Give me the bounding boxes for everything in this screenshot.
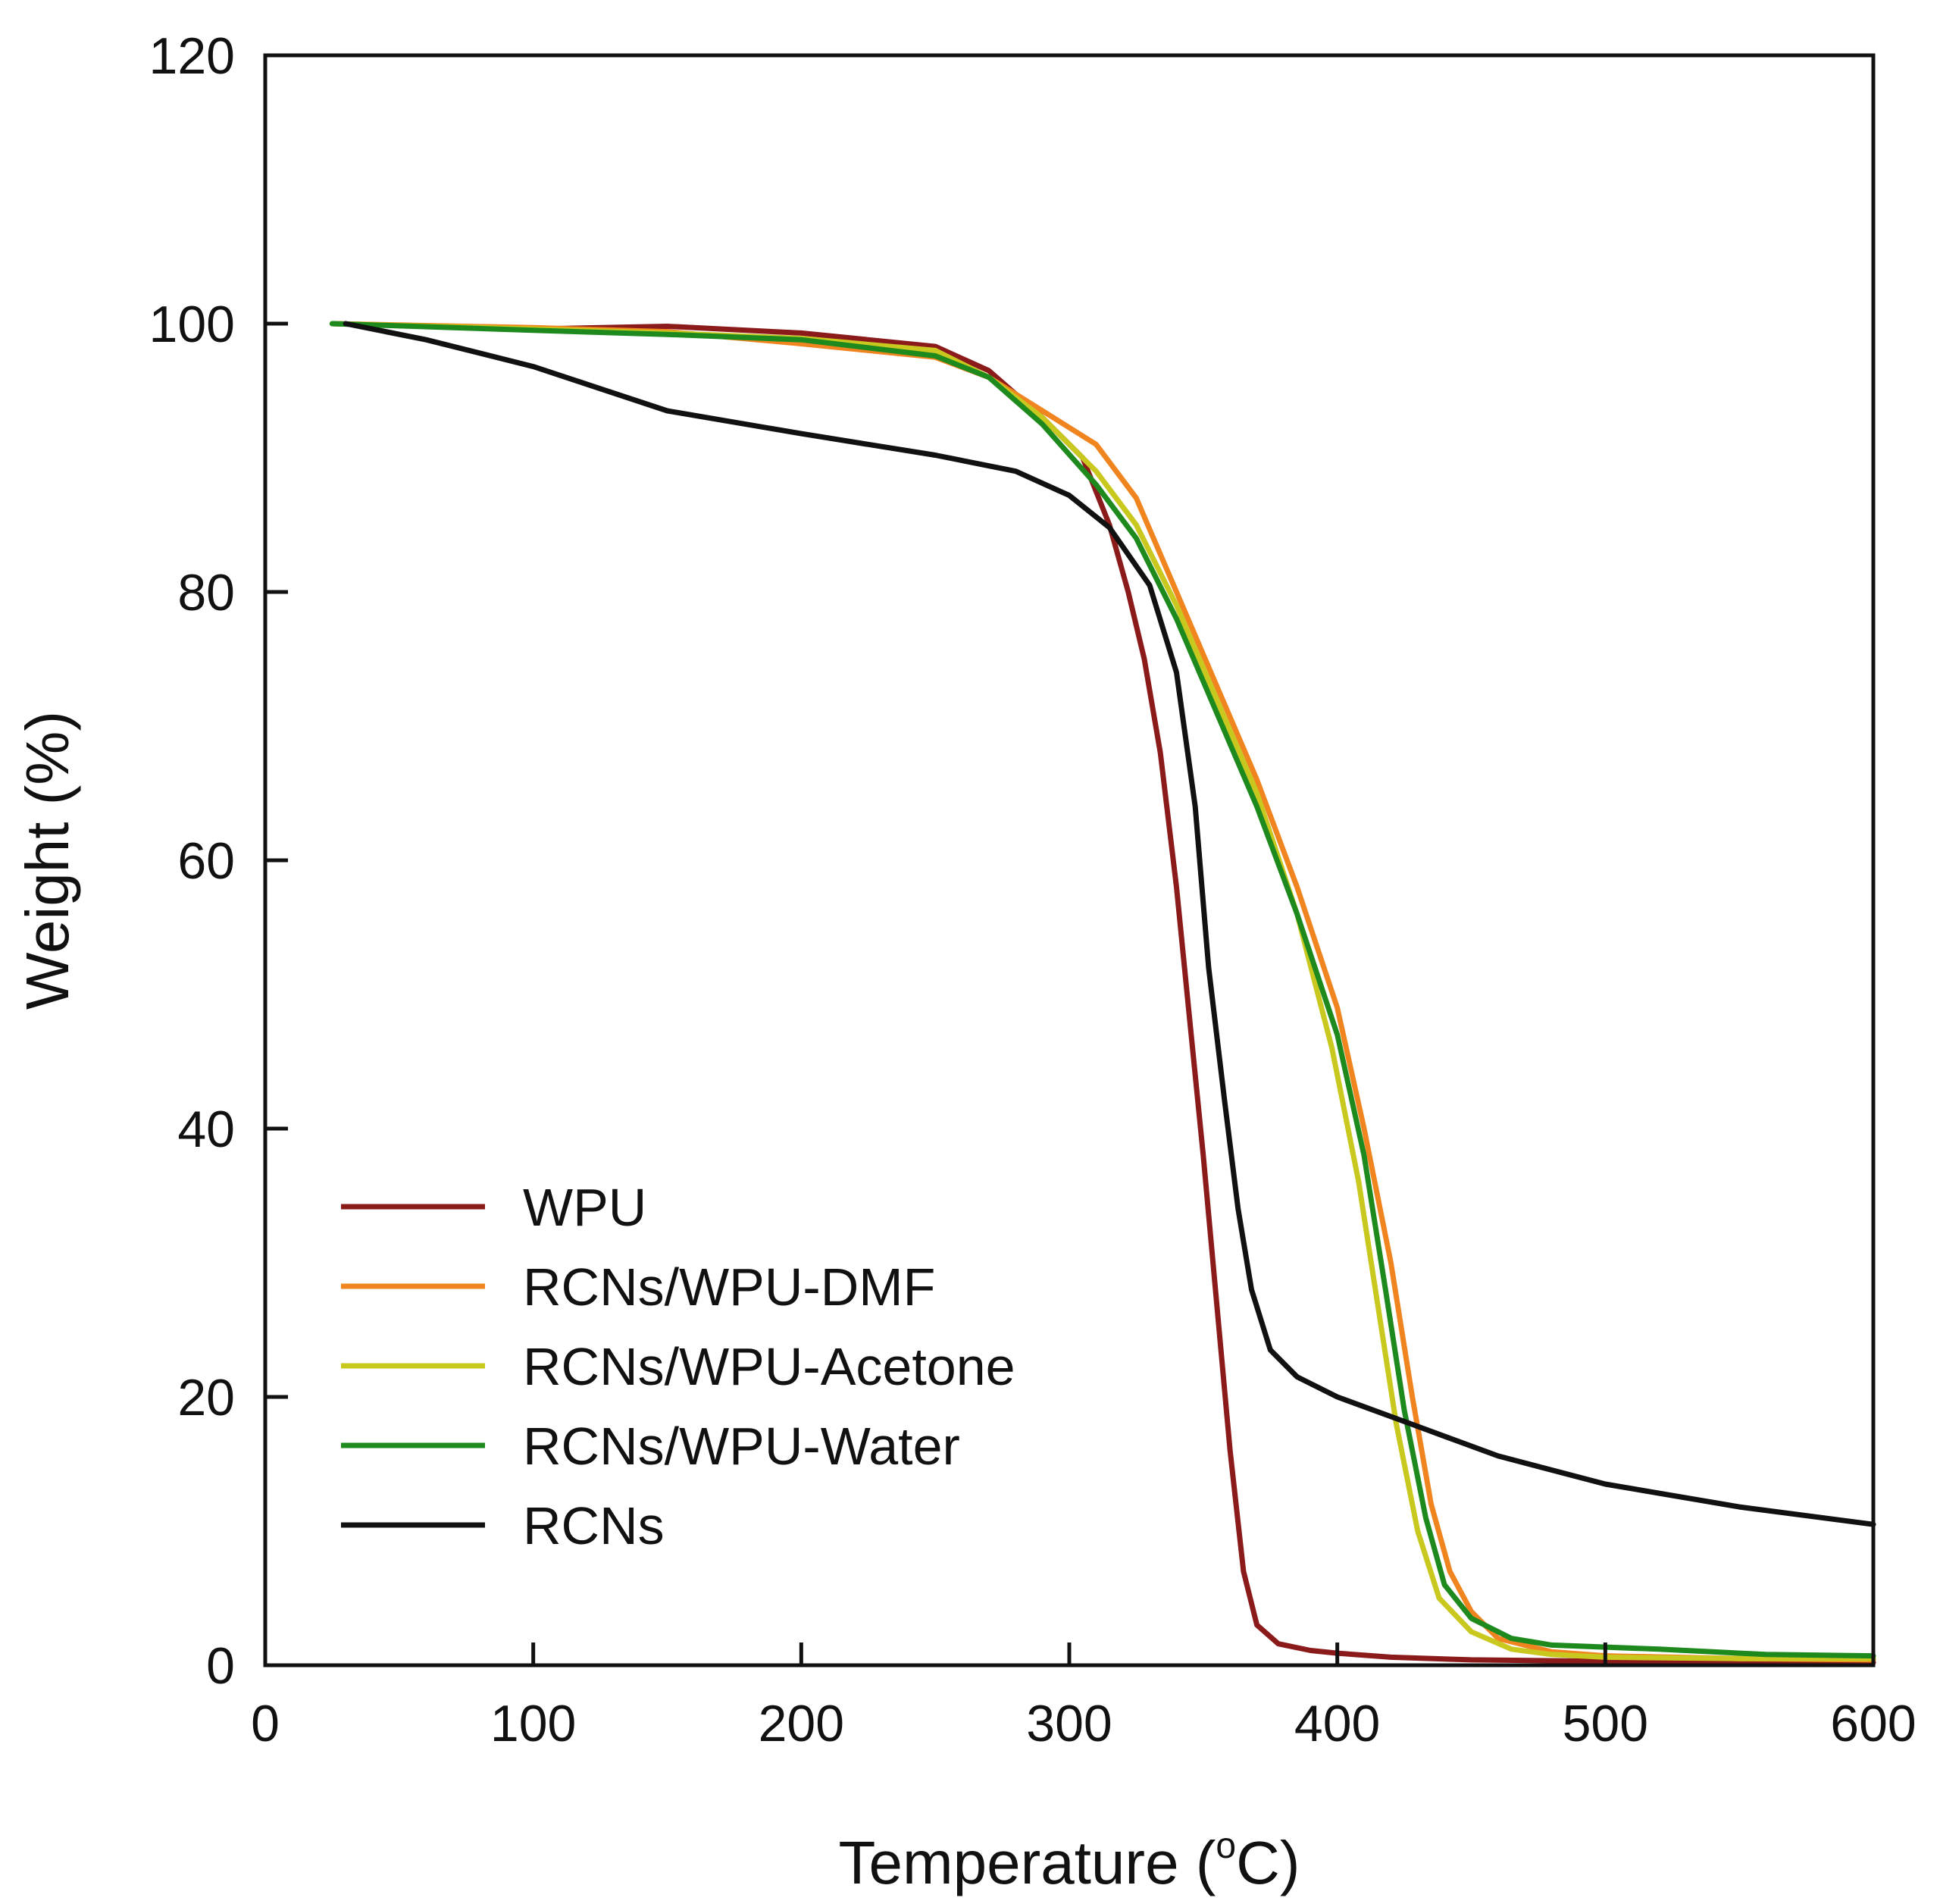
x-tick-label: 300 xyxy=(1026,1695,1112,1752)
series-line-rcns xyxy=(343,321,1876,1527)
x-tick-label: 600 xyxy=(1830,1695,1916,1752)
plot-frame xyxy=(263,53,1876,1668)
series-line-wpu xyxy=(329,321,1876,1665)
axis-ticks: 0 100 200 300 400 500 600 0 20 40 60 80 100 120 xyxy=(149,27,1917,1752)
y-axis-label: Weight (%) xyxy=(14,711,81,1010)
x-tick-label: 500 xyxy=(1563,1695,1648,1752)
y-tick-label: 40 xyxy=(177,1101,235,1158)
x-axis-label: Temperature (oC) xyxy=(838,1826,1300,1896)
series-layer xyxy=(329,321,1876,1665)
y-tick-label: 80 xyxy=(177,564,235,622)
legend-label-wpu: WPU xyxy=(523,1178,646,1237)
y-tick-label: 120 xyxy=(149,27,235,85)
x-tick-label: 400 xyxy=(1294,1695,1380,1752)
x-tick-label: 100 xyxy=(490,1695,576,1752)
legend-label-rcns: RCNs xyxy=(523,1496,665,1555)
y-tick-label: 60 xyxy=(177,832,235,890)
legend-label-rcns-wpu-acetone: RCNs/WPU-Acetone xyxy=(523,1337,1015,1396)
y-tick-label: 0 xyxy=(206,1637,235,1695)
legend-label-rcns-wpu-dmf: RCNs/WPU-DMF xyxy=(523,1257,935,1317)
legend: WPU RCNs/WPU-DMF RCNs/WPU-Acetone RCNs/WPU-… xyxy=(341,1178,1015,1555)
y-tick-label: 20 xyxy=(177,1369,235,1426)
series-line-rcns-wpu-water xyxy=(329,321,1876,1659)
legend-label-rcns-wpu-water: RCNs/WPU-Water xyxy=(523,1417,960,1476)
x-tick-label: 200 xyxy=(759,1695,844,1752)
y-tick-label: 100 xyxy=(149,296,235,353)
x-tick-label: 0 xyxy=(251,1695,280,1752)
